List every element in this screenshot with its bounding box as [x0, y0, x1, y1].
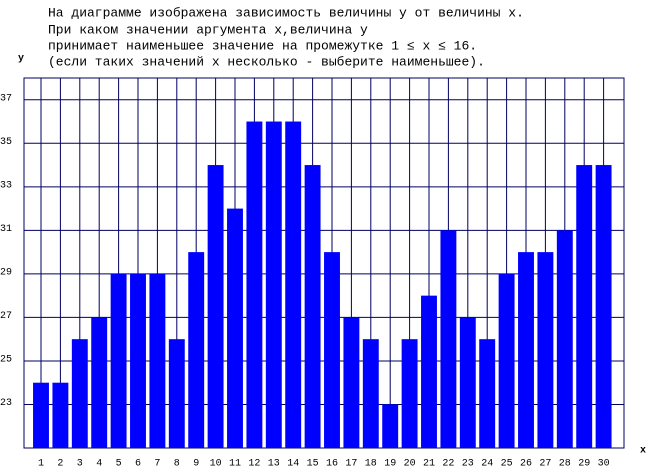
bar [168, 339, 185, 448]
x-tick-label: 1 [38, 459, 44, 470]
bar [343, 317, 360, 448]
x-tick-label: 27 [539, 459, 551, 470]
x-tick-label: 2 [57, 459, 63, 470]
x-tick-label: 20 [404, 459, 416, 470]
bar [440, 230, 457, 448]
x-tick-label: 21 [423, 459, 435, 470]
bar [324, 252, 340, 448]
bar [362, 339, 379, 448]
y-tick-label: 25 [0, 355, 12, 366]
bar [576, 165, 593, 448]
bar [91, 317, 108, 448]
bar [459, 317, 476, 448]
x-tick-label: 23 [462, 459, 474, 470]
x-tick-label: 26 [520, 459, 532, 470]
y-tick-label: 37 [0, 93, 12, 104]
bar [479, 339, 496, 448]
x-tick-label: 22 [442, 459, 454, 470]
x-tick-label: 8 [174, 459, 180, 470]
x-tick-label: 4 [96, 459, 102, 470]
bar [285, 121, 302, 448]
bar [518, 252, 534, 448]
bar [537, 252, 554, 448]
x-tick-label: 25 [501, 459, 513, 470]
bar [227, 208, 243, 448]
y-tick-label: 27 [0, 311, 12, 322]
bar [110, 273, 127, 448]
x-tick-label: 14 [287, 459, 299, 470]
bar [33, 382, 49, 448]
x-tick-label: 24 [481, 459, 493, 470]
bar [556, 230, 573, 448]
x-tick-label: 15 [307, 459, 319, 470]
x-tick-label: 3 [77, 459, 83, 470]
x-tick-label: 11 [229, 459, 241, 470]
question-line: (если таких значений x несколько - выбер… [48, 54, 485, 69]
bar [246, 121, 263, 448]
x-tick-label: 7 [154, 459, 160, 470]
bar [498, 273, 515, 448]
y-tick-label: 29 [0, 268, 12, 279]
x-tick-label: 10 [210, 459, 222, 470]
bar [265, 121, 282, 448]
y-tick-label: 31 [0, 224, 12, 235]
bar [421, 295, 437, 448]
plot-frame [23, 77, 625, 449]
bar [130, 273, 146, 448]
x-tick-label: 16 [326, 459, 338, 470]
x-axis-label: x [640, 446, 646, 457]
question-line: На диаграмме изображена зависимость вели… [48, 5, 524, 20]
y-tick-label: 33 [0, 180, 12, 191]
x-tick-label: 30 [598, 459, 610, 470]
x-tick-label: 29 [578, 459, 590, 470]
bar [149, 273, 166, 448]
x-tick-label: 12 [248, 459, 260, 470]
bar [52, 382, 69, 448]
x-tick-label: 9 [193, 459, 199, 470]
x-tick-label: 18 [365, 459, 377, 470]
y-axis-label: y [18, 54, 24, 65]
x-tick-label: 13 [268, 459, 280, 470]
bar [71, 339, 88, 448]
x-tick-label: 6 [135, 459, 141, 470]
bar [401, 339, 418, 448]
x-tick-label: 17 [345, 459, 357, 470]
x-tick-label: 5 [116, 459, 122, 470]
x-tick-label: 28 [559, 459, 571, 470]
bar [188, 252, 205, 448]
question-line: При каком значении аргумента x,величина … [48, 22, 368, 37]
y-tick-label: 35 [0, 137, 12, 148]
y-tick-label: 23 [0, 398, 12, 409]
x-tick-label: 19 [384, 459, 396, 470]
question-line: принимает наименьшее значение на промежу… [48, 38, 477, 53]
bar [304, 165, 321, 448]
bar [207, 165, 224, 448]
bar [382, 404, 399, 448]
bar [595, 165, 612, 448]
